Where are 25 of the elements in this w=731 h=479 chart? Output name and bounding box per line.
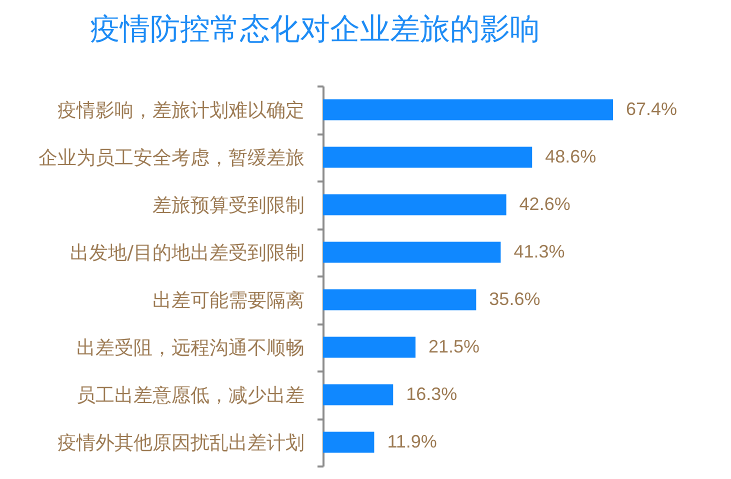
bar [323,384,394,406]
y-tick-label: 疫情外其他原因扰乱出差计划 [58,432,304,454]
data-label: 48.6% [545,146,596,166]
bar [323,289,476,310]
y-tick-label: 员工出差意愿低，减少出差 [76,384,304,406]
data-label: 41.3% [514,241,565,262]
data-label: 11.9% [387,431,437,452]
bar [323,336,416,358]
data-label: 21.5% [428,336,480,356]
y-tick-label: 差旅预算受到限制 [152,194,304,216]
data-label: 67.4% [626,98,678,119]
bar [323,99,613,120]
bar [323,242,501,263]
y-tick-label: 企业为员工安全考虑，暂缓差旅 [38,146,304,169]
data-label: 16.3% [406,384,458,404]
bar [323,194,506,216]
data-label: 42.6% [519,194,570,214]
chart-title: 疫情防控常态化对企业差旅的影响 [90,12,540,47]
y-tick-label: 出差可能需要隔离 [152,289,304,312]
bar [323,432,374,453]
data-label: 35.6% [489,288,540,309]
y-tick-label: 出发地/目的地出差受到限制 [70,242,304,264]
y-tick-label: 出差受阻，远程沟通不顺畅 [76,336,304,359]
bar [323,146,532,168]
y-tick-label: 疫情影响，差旅计划难以确定 [58,99,304,122]
